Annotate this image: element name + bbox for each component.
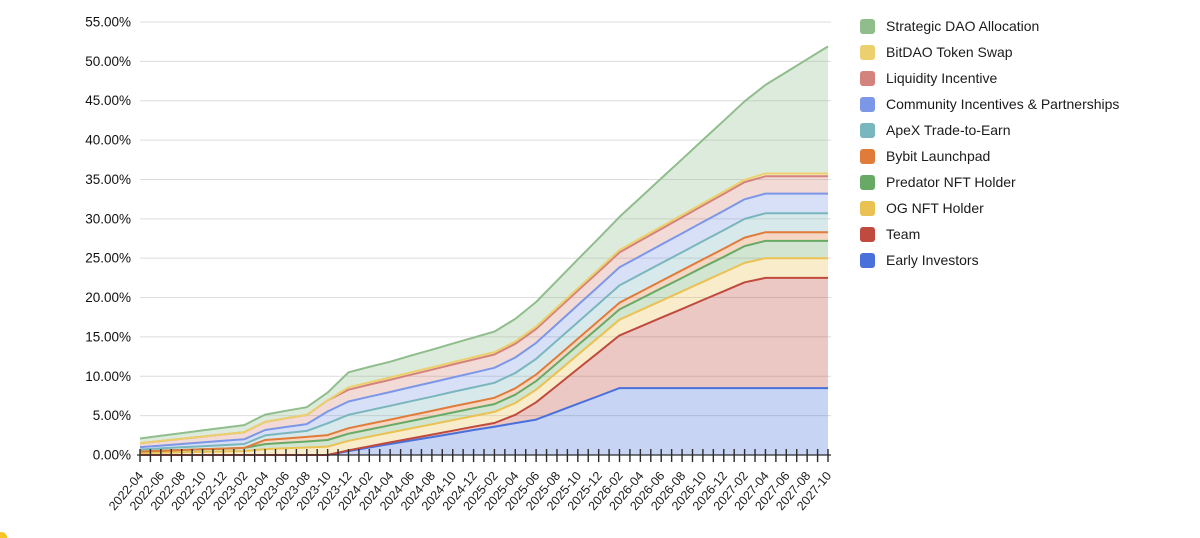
legend-swatch-icon [860, 252, 875, 268]
legend-item-apex-trade-to-earn[interactable]: ApeX Trade-to-Earn [860, 117, 1119, 143]
area-fills [140, 46, 828, 455]
legend-item-team[interactable]: Team [860, 221, 1119, 247]
area-fill-early-investors [140, 388, 828, 455]
legend-item-label: Bybit Launchpad [886, 148, 991, 164]
legend-item-label: Predator NFT Holder [886, 174, 1016, 190]
y-axis-tick-label: 25.00% [85, 251, 131, 266]
area-fill-bybit-launchpad [140, 232, 828, 452]
legend-item-label: Early Investors [886, 252, 979, 268]
area-line-bitdao-token-swap [139, 172, 828, 445]
area-fill-community-incentives-partnerships [140, 193, 828, 450]
legend-item-label: Strategic DAO Allocation [886, 18, 1040, 34]
legend-item-liquidity-incentive[interactable]: Liquidity Incentive [860, 65, 1119, 91]
legend-item-bitdao-token-swap[interactable]: BitDAO Token Swap [860, 39, 1119, 65]
y-axis-tick-label: 30.00% [85, 211, 131, 226]
legend-item-predator-nft-holder[interactable]: Predator NFT Holder [860, 169, 1119, 195]
area-line-apex-trade-to-earn [139, 212, 828, 451]
legend-item-label: Team [886, 226, 921, 242]
legend-item-label: OG NFT Holder [886, 200, 984, 216]
y-axis-tick-label: 35.00% [85, 172, 131, 187]
area-lines [139, 45, 829, 456]
area-line-bybit-launchpad [139, 231, 828, 453]
legend-swatch-icon [860, 122, 875, 138]
legend-item-label: BitDAO Token Swap [886, 44, 1013, 60]
legend-swatch-icon [860, 44, 875, 60]
legend-item-og-nft-holder[interactable]: OG NFT Holder [860, 195, 1119, 221]
legend-item-community-incentives-partnerships[interactable]: Community Incentives & Partnerships [860, 91, 1119, 117]
legend-item-label: Community Incentives & Partnerships [886, 96, 1120, 112]
y-axis-tick-label: 55.00% [85, 15, 131, 30]
legend-item-bybit-launchpad[interactable]: Bybit Launchpad [860, 143, 1119, 169]
legend-item-early-investors[interactable]: Early Investors [860, 247, 1119, 273]
y-axis-tick-label: 50.00% [85, 54, 131, 69]
area-line-community-incentives-partnerships [139, 192, 828, 449]
area-line-predator-nft-holder [139, 239, 828, 453]
legend-swatch-icon [860, 148, 875, 164]
legend-item-label: ApeX Trade-to-Earn [886, 122, 1011, 138]
legend-swatch-icon [860, 200, 875, 216]
y-axis-tick-label: 10.00% [85, 369, 131, 384]
area-fill-og-nft-holder [140, 258, 828, 455]
legend-swatch-icon [860, 96, 875, 112]
area-fill-predator-nft-holder [140, 240, 828, 453]
legend-item-strategic-dao-allocation[interactable]: Strategic DAO Allocation [860, 13, 1119, 39]
area-fill-team [140, 277, 828, 455]
legend-swatch-icon [860, 70, 875, 86]
legend-swatch-icon [860, 174, 875, 190]
area-fill-liquidity-incentive [140, 176, 828, 448]
legend-item-label: Liquidity Incentive [886, 70, 998, 86]
y-axis-tick-label: 40.00% [85, 133, 131, 148]
area-line-strategic-dao-allocation [139, 45, 829, 440]
y-axis-tick-label: 5.00% [93, 408, 131, 423]
y-axis-tick-label: 20.00% [85, 290, 131, 305]
y-axis-tick-label: 15.00% [85, 329, 131, 344]
decorative-corner-dot [0, 532, 7, 538]
legend-swatch-icon [860, 18, 875, 34]
y-axis-tick-label: 45.00% [85, 93, 131, 108]
y-axis-tick-label: 0.00% [93, 448, 131, 463]
chart-legend: Strategic DAO Allocation BitDAO Token Swa… [860, 13, 1119, 273]
area-fill-apex-trade-to-earn [140, 213, 828, 452]
legend-swatch-icon [860, 226, 875, 242]
